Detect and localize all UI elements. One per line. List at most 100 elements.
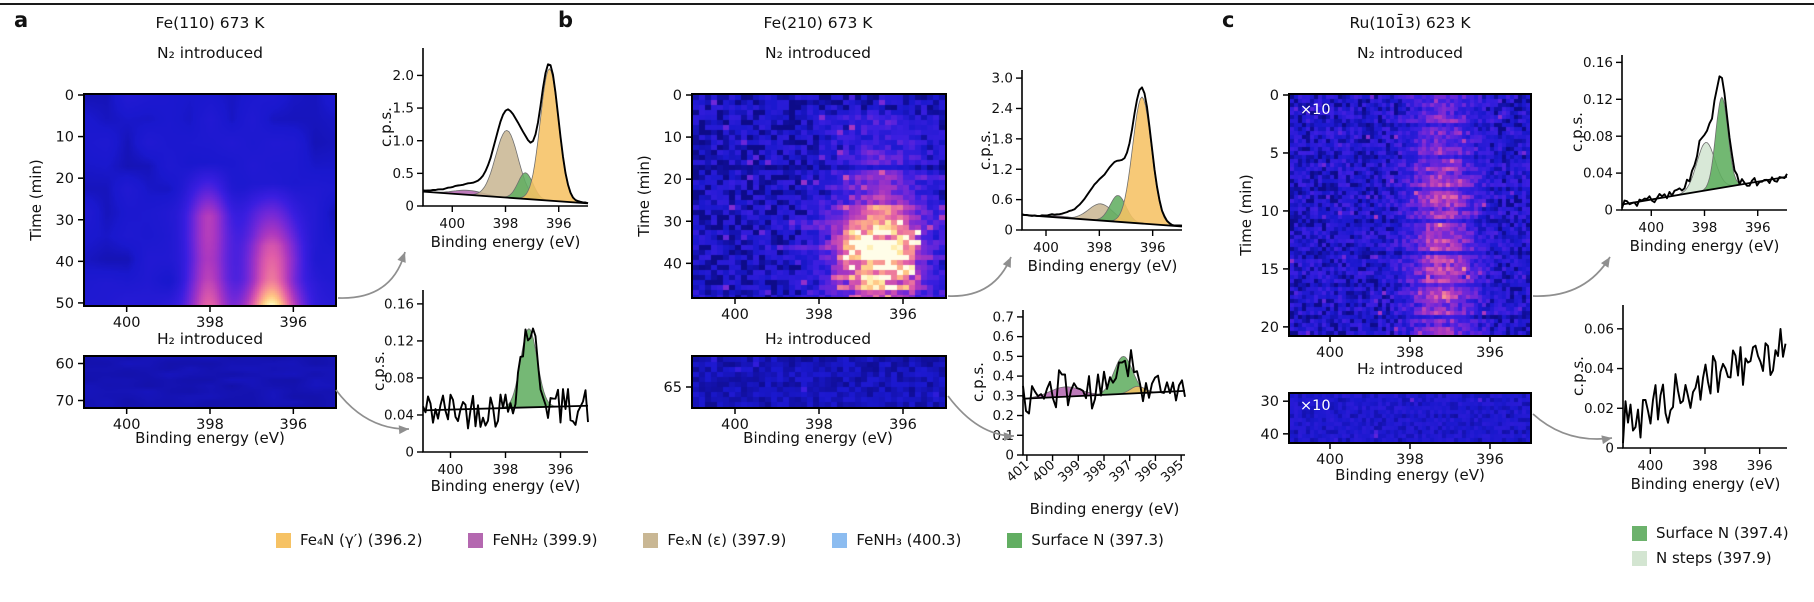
svg-text:398: 398 — [1081, 458, 1109, 486]
svg-text:396: 396 — [548, 462, 574, 478]
svg-text:398: 398 — [196, 315, 224, 331]
measured-envelope-line — [422, 327, 589, 430]
legend-item-surface-n: Surface N (397.3) — [1007, 531, 1164, 549]
legend-item-fenh3: FeNH₃ (400.3) — [832, 531, 961, 549]
svg-text:400: 400 — [439, 216, 465, 232]
svg-text:400: 400 — [113, 315, 141, 331]
svg-text:398: 398 — [1086, 240, 1112, 256]
svg-text:0: 0 — [1605, 441, 1614, 457]
svg-text:396: 396 — [1745, 220, 1771, 236]
svg-text:400: 400 — [1638, 220, 1664, 236]
component-fill — [495, 328, 562, 409]
fenh3-swatch-icon — [832, 532, 848, 548]
svg-text:10: 10 — [664, 130, 682, 146]
legend-item-label: Fe₄N (γ′) (396.2) — [300, 531, 423, 549]
measured-envelope-line — [1622, 327, 1787, 444]
component-fill — [1021, 214, 1113, 222]
svg-text:396: 396 — [1747, 458, 1773, 474]
svg-text:0.3: 0.3 — [993, 388, 1014, 404]
svg-text:2.4: 2.4 — [992, 101, 1013, 117]
legend-item-label: FeₓN (ε) (397.9) — [667, 531, 787, 549]
svg-text:400: 400 — [1637, 458, 1663, 474]
svg-text:0.1: 0.1 — [993, 428, 1014, 444]
svg-text:5: 5 — [1270, 146, 1279, 162]
panel-c-label: c — [1222, 8, 1235, 32]
component-fill — [1022, 386, 1128, 400]
svg-text:400: 400 — [1316, 345, 1344, 361]
legend-item-surface-n-ru: Surface N (397.4) — [1632, 524, 1789, 542]
panel-c-n2-title: N₂ introduced — [1356, 44, 1464, 62]
legend-item-n-steps: N steps (397.9) — [1632, 549, 1789, 567]
legend-main: Fe₄N (γ′) (396.2) FeNH₂ (399.9) FeₓN (ε)… — [276, 531, 1164, 549]
arrow-a-n2-to-top-spectrum — [337, 251, 406, 299]
svg-text:396: 396 — [1133, 458, 1161, 486]
panel-b-time-axis-label: Time (min) — [635, 155, 653, 237]
svg-text:0.16: 0.16 — [1583, 55, 1613, 71]
svg-text:40: 40 — [1261, 427, 1279, 443]
svg-text:15: 15 — [1261, 262, 1279, 278]
heatmap-a-h2 — [85, 357, 335, 407]
legend-item-label: FeNH₃ (400.3) — [856, 531, 962, 549]
svg-text:2.0: 2.0 — [393, 68, 414, 84]
legend-item-fenh2: FeNH₂ (399.9) — [468, 531, 597, 549]
spectrum-a-top-be-label: Binding energy (eV) — [430, 233, 581, 251]
svg-text:398: 398 — [1692, 458, 1718, 474]
component-fill — [1085, 195, 1151, 225]
spectrum-c-bottom-cps-label: c.p.s. — [1569, 356, 1587, 396]
legend-item-fexn: FeₓN (ε) (397.9) — [643, 531, 786, 549]
svg-text:398: 398 — [1692, 220, 1718, 236]
svg-text:396: 396 — [1140, 240, 1166, 256]
panel-c-heatmap-be-label: Binding energy (eV) — [1335, 466, 1485, 484]
svg-text:396: 396 — [546, 216, 572, 232]
svg-text:400: 400 — [438, 462, 464, 478]
component-fill — [462, 129, 552, 202]
spectrum-a-bottom-cps-label: c.p.s. — [370, 351, 388, 391]
measured-envelope-line — [422, 63, 589, 205]
legend-item-label: Surface N (397.4) — [1656, 524, 1789, 542]
spectrum-a_bot: 0 0.04 0.08 0.12 0.16 400 398 396 — [384, 290, 589, 478]
svg-text:0: 0 — [673, 88, 682, 104]
measured-envelope-line — [1022, 349, 1186, 415]
svg-text:40: 40 — [56, 254, 74, 270]
heatmap-b-n2 — [693, 95, 945, 297]
svg-text:1.8: 1.8 — [992, 131, 1013, 147]
surface-n-swatch-icon — [1007, 532, 1023, 548]
svg-text:398: 398 — [493, 216, 519, 232]
svg-text:1.5: 1.5 — [393, 101, 414, 117]
spectrum-b-bottom-be-label: Binding energy (eV) — [1029, 500, 1180, 518]
legend-panel-c: Surface N (397.4) N steps (397.9) — [1632, 524, 1789, 567]
svg-text:398: 398 — [493, 462, 519, 478]
panel-b-h2-title: H₂ introduced — [764, 330, 872, 348]
svg-text:0.4: 0.4 — [993, 369, 1014, 385]
component-fill — [1052, 203, 1149, 225]
spectrum-c_bot: 0 0.02 0.04 0.06 400 398 396 — [1584, 305, 1787, 474]
spectrum-a_top: 0 0.5 1.0 1.5 2.0 400 398 396 — [393, 48, 589, 232]
svg-text:0.04: 0.04 — [1584, 361, 1614, 377]
svg-text:70: 70 — [56, 394, 74, 410]
spectrum-c-top-cps-label: c.p.s. — [1568, 112, 1586, 152]
svg-text:20: 20 — [1261, 320, 1279, 336]
svg-text:30: 30 — [664, 214, 682, 230]
panel-c-h2-title: H₂ introduced — [1356, 360, 1464, 378]
svg-text:0.02: 0.02 — [1584, 401, 1614, 417]
fenh2-swatch-icon — [468, 532, 484, 548]
svg-text:0.6: 0.6 — [993, 329, 1014, 345]
panel-c-time-axis-label: Time (min) — [1237, 174, 1255, 256]
panel-c-h2-x10-label: ×10 — [1300, 398, 1331, 414]
panel-b-title: Fe(210) 673 K — [763, 14, 873, 32]
spectrum-a-bottom-be-label: Binding energy (eV) — [430, 477, 581, 495]
svg-text:0.5: 0.5 — [393, 166, 414, 182]
svg-text:401: 401 — [1004, 458, 1032, 486]
panel-a-heatmap-be-label: Binding energy (eV) — [135, 429, 285, 447]
svg-text:0.08: 0.08 — [1583, 129, 1613, 145]
component-fill — [495, 172, 556, 202]
legend-item-fe4n: Fe₄N (γ′) (396.2) — [276, 531, 422, 549]
fe4n-swatch-icon — [276, 532, 291, 548]
svg-text:399: 399 — [1055, 458, 1083, 486]
svg-text:0.12: 0.12 — [384, 334, 414, 350]
spectrum-a-top-cps-label: c.p.s. — [377, 107, 395, 147]
svg-text:40: 40 — [664, 256, 682, 272]
panel-c-title: Ru(101̄3) 623 K — [1349, 14, 1471, 32]
legend-item-label: N steps (397.9) — [1656, 549, 1772, 567]
